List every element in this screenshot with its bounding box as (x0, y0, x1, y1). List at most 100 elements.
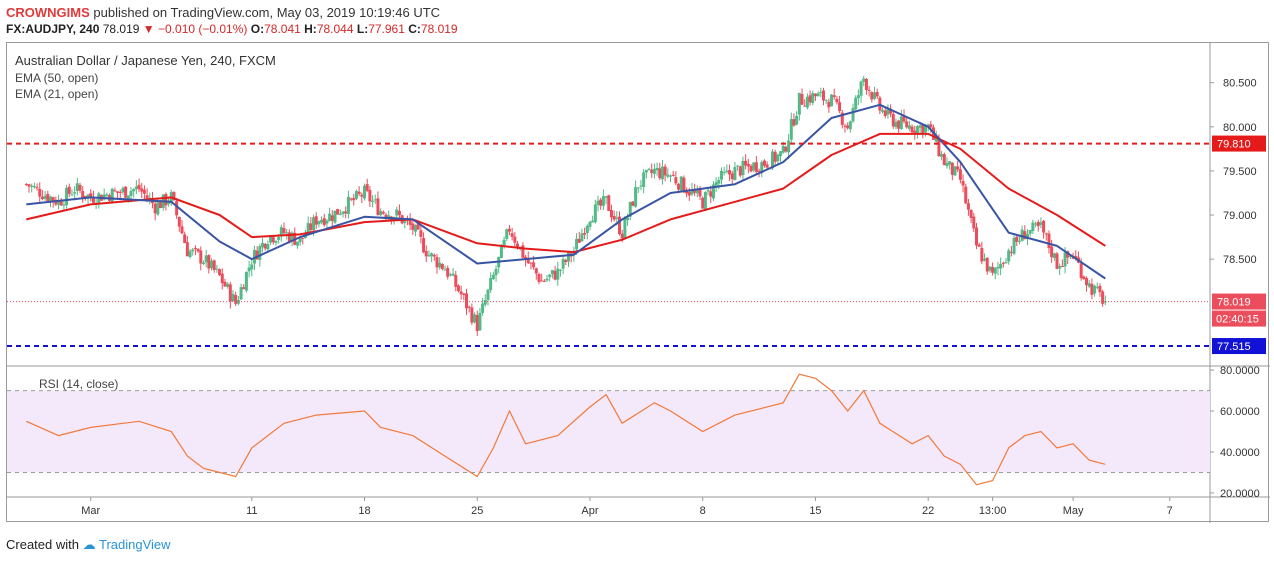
candle-body (40, 196, 44, 199)
candle-body (872, 92, 876, 99)
candle-body (159, 202, 163, 209)
author-name[interactable]: CROWNGIMS (6, 5, 90, 20)
candle-body (677, 183, 681, 190)
chart-canvas[interactable]: 80.500 80.000 79.500 79.000 78.500 80.0000 60.… (7, 43, 1270, 523)
candle-body (706, 190, 710, 192)
candle-body (59, 201, 63, 206)
candle-body (373, 199, 377, 201)
created-with-text: Created with (6, 537, 79, 552)
candle-body (714, 182, 718, 186)
candle-body (905, 121, 909, 128)
candle-body (282, 228, 286, 234)
chart-frame[interactable]: 80.500 80.000 79.500 79.000 78.500 80.0000 60.… (6, 42, 1270, 523)
candle-body (596, 200, 600, 205)
time-tick-label: May (1063, 505, 1084, 517)
candle-body (789, 119, 793, 140)
candle-body (1079, 263, 1083, 279)
candle-body (1028, 230, 1032, 234)
candle-body (875, 91, 879, 97)
candle-body (762, 160, 766, 166)
candle-body (35, 187, 39, 189)
candle-body (1001, 262, 1005, 264)
candle-body (854, 97, 858, 110)
candle-body (207, 255, 211, 269)
candle-body (419, 230, 423, 237)
candle-body (470, 307, 474, 323)
candle-body (867, 89, 871, 91)
candle-body (330, 215, 334, 221)
candle-body (51, 197, 55, 202)
candle-body (422, 237, 426, 253)
candle-body (231, 293, 235, 302)
candle-body (634, 187, 638, 207)
price-tick-label: 79.000 (1223, 210, 1257, 222)
candle-body (1055, 253, 1059, 269)
candle-body (604, 196, 608, 198)
candle-body (674, 177, 678, 184)
candle-body (993, 267, 997, 274)
candle-body (116, 191, 120, 193)
candle-body (996, 267, 1000, 269)
ema50-legend[interactable]: EMA (50, open) (15, 71, 99, 85)
candle-body (218, 269, 222, 276)
candle-body (443, 269, 447, 271)
candle-body (760, 162, 764, 174)
tradingview-logo-icon: ☁ (82, 537, 96, 552)
candle-body (427, 255, 431, 257)
candle-body (153, 203, 157, 214)
candle-body (894, 121, 898, 128)
candle-body (1050, 246, 1054, 258)
candle-body (883, 110, 887, 117)
candle-body (263, 243, 267, 249)
candle-body (988, 266, 992, 271)
candle-body (448, 274, 452, 276)
candle-body (298, 237, 302, 243)
last-price: 78.019 (102, 22, 140, 36)
candle-body (456, 285, 460, 292)
candle-body (1101, 291, 1105, 304)
time-tick-label: Mar (81, 505, 100, 517)
candle-body (102, 194, 106, 200)
candle-body (110, 188, 114, 203)
candle-body (642, 172, 646, 187)
candle-body (805, 96, 809, 108)
candle-body (991, 267, 995, 273)
candle-body (261, 242, 265, 248)
candle-body (24, 183, 28, 185)
candle-body (145, 195, 149, 199)
candle-body (567, 251, 571, 262)
candle-body (934, 136, 938, 142)
candle-body (408, 219, 412, 225)
candle-body (424, 251, 428, 257)
candle-body (475, 315, 479, 332)
candle-body (816, 93, 820, 97)
tradingview-brand[interactable]: TradingView (99, 537, 171, 552)
candle-body (1060, 266, 1064, 268)
candle-body (929, 124, 933, 128)
candle-body (784, 146, 788, 152)
candle-body (915, 126, 919, 135)
candle-body (918, 125, 922, 128)
candle-body (30, 185, 34, 187)
candle-body (516, 243, 520, 248)
countdown-tag (1212, 310, 1266, 327)
level-tag-1 (1212, 338, 1266, 355)
candle-body (644, 169, 648, 173)
rsi-legend[interactable]: RSI (14, close) (39, 377, 119, 391)
symbol-label: FX:AUDJPY, 240 (6, 22, 100, 36)
candle-body (462, 293, 466, 295)
ema21-legend[interactable]: EMA (21, open) (15, 87, 99, 101)
candle-body (765, 164, 769, 168)
candle-body (532, 262, 536, 268)
countdown-label: 02:40:15 (1216, 314, 1259, 326)
chart-title: Australian Dollar / Japanese Yen, 240, F… (15, 53, 276, 68)
candle-body (636, 187, 640, 189)
candle-body (738, 166, 742, 176)
candle-body (414, 225, 418, 232)
level-tag-0 (1212, 135, 1266, 152)
candle-body (1017, 240, 1021, 242)
candle-body (923, 125, 927, 133)
candle-body (827, 101, 831, 108)
candle-body (556, 268, 560, 280)
candles (24, 75, 1107, 337)
